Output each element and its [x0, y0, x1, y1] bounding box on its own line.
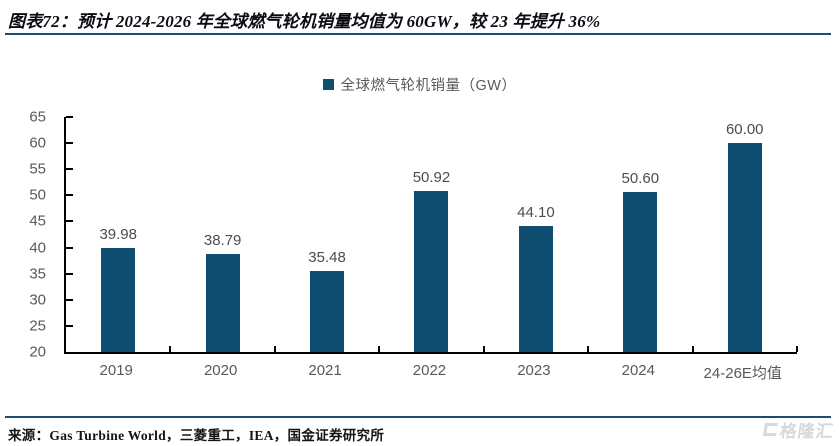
- legend-label: 全球燃气轮机销量（GW）: [340, 78, 517, 94]
- y-axis-labels: 20 25 30 35 40 45 50 55 60 65: [0, 109, 54, 361]
- bar-2021: [310, 271, 345, 352]
- bar-value-label: 50.92: [412, 168, 451, 186]
- y-axis-tickmark: [66, 298, 73, 301]
- x-axis-tickmark: [482, 346, 485, 352]
- x-axis-category-label: 2019: [99, 362, 133, 379]
- x-axis-tickmark: [273, 346, 276, 352]
- legend-swatch-icon: [322, 79, 334, 90]
- y-axis-tick-label: 20: [29, 343, 46, 361]
- x-axis-category-label: 24-26E均值: [703, 365, 782, 382]
- bar-value-label: 39.98: [99, 225, 137, 243]
- bar-value-label: 35.48: [308, 249, 346, 267]
- bar-slot: 35.48: [275, 117, 379, 352]
- x-axis-labels: 2019 2020 2021 2022 2023 2024 24-26E均值: [64, 360, 795, 383]
- x-axis-category-label: 2020: [203, 362, 238, 379]
- y-axis-tick-label: 35: [29, 265, 46, 283]
- y-axis-tick-label: 60: [29, 134, 46, 152]
- y-axis-tick-label: 50: [29, 186, 46, 204]
- bar-value-label: 60.00: [725, 121, 764, 139]
- y-axis-tick-label: 40: [29, 239, 46, 257]
- y-axis-tick-label: 30: [29, 291, 46, 309]
- bar-slot: 60.00: [693, 117, 797, 352]
- y-axis-tick-label: 45: [29, 212, 46, 230]
- bar-chart-plot-area: 39.98 38.79 35.48 50.92 44.10 50.60 60.00: [64, 116, 798, 354]
- x-axis-category-label: 2022: [412, 362, 447, 379]
- bar-2023: [518, 226, 553, 352]
- x-axis-tickmark: [378, 346, 381, 352]
- footer-divider-rule: [5, 416, 831, 418]
- bar-slots: 39.98 38.79 35.48 50.92 44.10 50.60 60.00: [66, 117, 797, 352]
- y-axis-tickmark: [66, 272, 73, 275]
- y-axis-tickmark: [66, 246, 73, 249]
- y-axis-tickmark: [66, 324, 73, 327]
- bar-slot: 50.60: [588, 117, 692, 352]
- y-axis-tick-label: 55: [29, 160, 46, 178]
- bar-slot: 44.10: [484, 117, 588, 352]
- bar-2024: [623, 192, 658, 352]
- y-axis-tick-label: 25: [29, 317, 46, 335]
- y-axis-tickmark: [66, 168, 73, 171]
- x-axis-category-label: 2024: [621, 362, 655, 379]
- y-axis-tickmark: [66, 142, 73, 145]
- gelonghui-watermark: 格隆汇: [762, 417, 836, 442]
- bar-value-label: 44.10: [517, 204, 555, 222]
- bar-value-label: 38.79: [203, 231, 242, 249]
- figure-title: 图表72：预计 2024-2026 年全球燃气轮机销量均值为 60GW，较 23…: [8, 12, 601, 31]
- x-axis-category-label: 2021: [308, 362, 342, 379]
- y-axis-tick-label: 65: [29, 108, 46, 126]
- gelonghui-logo-icon: [763, 423, 778, 436]
- x-axis-category-label: 2023: [517, 362, 551, 379]
- x-axis-tickmark: [587, 346, 590, 352]
- bar-slot: 39.98: [66, 117, 170, 352]
- bar-2022: [414, 190, 449, 352]
- bar-24-26E均值: [727, 143, 762, 352]
- chart-legend: 全球燃气轮机销量（GW）: [0, 74, 839, 95]
- y-axis-tickmark: [66, 116, 73, 118]
- title-divider-rule: [5, 33, 831, 35]
- bar-slot: 50.92: [379, 117, 483, 352]
- x-axis-tickmark: [796, 346, 798, 352]
- bar-2019: [101, 247, 136, 352]
- x-axis-tickmark: [169, 346, 172, 352]
- y-axis-tickmark: [66, 220, 73, 223]
- y-axis-tickmark: [66, 194, 73, 197]
- x-axis-tickmark: [691, 346, 694, 352]
- bar-2020: [205, 253, 240, 352]
- bar-slot: 38.79: [170, 117, 274, 352]
- source-note: 来源：Gas Turbine World，三菱重工，IEA，国金证券研究所: [8, 428, 385, 443]
- bar-value-label: 50.60: [621, 170, 660, 188]
- watermark-text: 格隆汇: [778, 422, 836, 441]
